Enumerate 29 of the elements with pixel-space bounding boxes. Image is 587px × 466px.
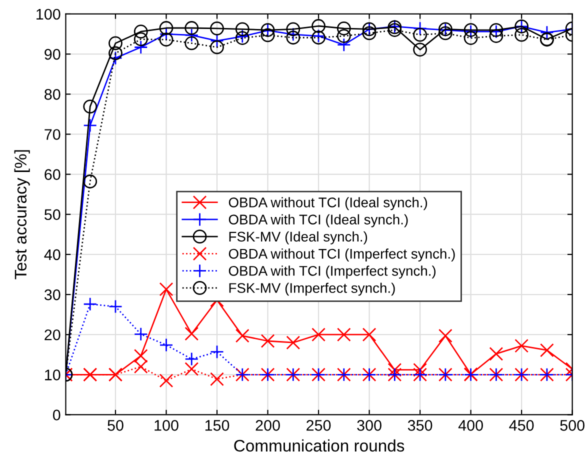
x-axis-title: Communication rounds — [234, 439, 404, 452]
y-tick-label: 70 — [44, 129, 60, 140]
legend-label: OBDA without TCI (Imperfect synch.) — [228, 248, 455, 262]
y-tick-label: 90 — [44, 48, 60, 60]
y-tick-label: 80 — [44, 89, 60, 100]
y-tick-label: 40 — [44, 249, 60, 260]
legend-label: FSK-MV (Ideal synch.) — [229, 231, 368, 244]
x-tick-label: 50 — [108, 420, 124, 431]
legend-label: OBDA without TCI (Ideal synch.) — [228, 197, 428, 210]
x-tick-label: 100 — [154, 420, 178, 431]
x-tick-label: 500 — [560, 420, 584, 431]
x-tick-label: 250 — [306, 420, 331, 431]
x-tick-label: 450 — [509, 420, 534, 431]
legend-label: OBDA with TCI (Imperfect synch.) — [228, 266, 436, 279]
legend-label: FSK-MV (Imperfect synch.) — [229, 282, 395, 296]
x-tick-label: 150 — [205, 420, 230, 431]
y-tick-label: 20 — [44, 329, 60, 340]
y-tick-label: 60 — [44, 169, 60, 180]
y-tick-label: 50 — [44, 209, 60, 220]
x-tick-label: 400 — [458, 420, 483, 431]
y-tick-label: 30 — [44, 289, 60, 300]
y-tick-label: 0 — [52, 410, 60, 420]
x-tick-label: 200 — [256, 420, 280, 431]
y-axis-title: Test accuracy [%] — [14, 150, 30, 280]
y-tick-label: 100 — [36, 8, 60, 20]
x-tick-label: 300 — [357, 420, 382, 431]
y-tick-label: 10 — [45, 370, 60, 380]
legend-label: OBDA with TCI (Ideal synch.) — [228, 214, 408, 228]
x-tick-label: 350 — [408, 420, 432, 431]
